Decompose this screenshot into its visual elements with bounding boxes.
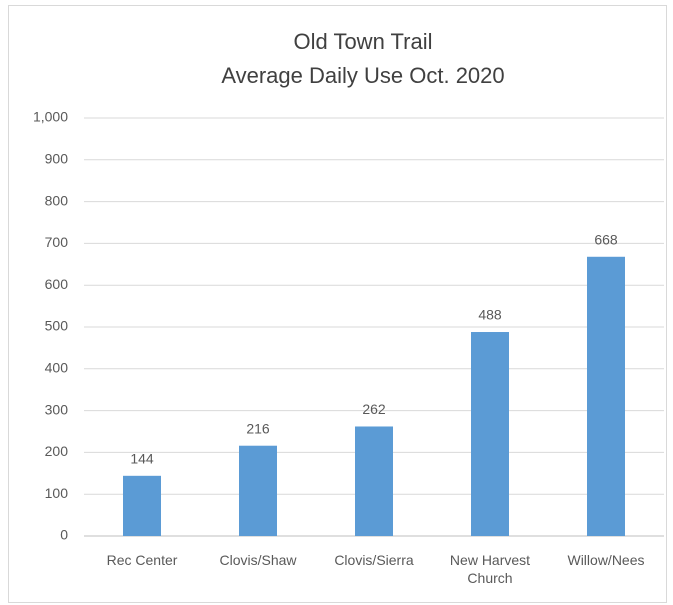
y-tick-label: 500 [45, 318, 69, 334]
x-tick-label: New Harvest Church [449, 552, 531, 586]
bar [587, 256, 625, 536]
y-tick-label: 300 [45, 401, 69, 417]
y-tick-label: 400 [45, 360, 69, 376]
y-tick-label: 100 [45, 485, 69, 501]
y-tick-label: 1,000 [33, 109, 68, 125]
y-tick-label: 900 [45, 151, 69, 167]
data-label: 262 [362, 401, 386, 417]
y-tick-label: 0 [60, 527, 68, 543]
data-label: 216 [246, 420, 270, 436]
chart-frame [8, 5, 667, 603]
data-label: 488 [478, 307, 502, 323]
x-tick-label: Willow/Nees [567, 552, 645, 568]
bar [123, 475, 161, 536]
x-tick-label: Rec Center [106, 552, 178, 568]
bar [355, 426, 393, 536]
x-tick-label: Clovis/Sierra [334, 552, 414, 568]
y-tick-label: 700 [45, 234, 69, 250]
bar [239, 445, 277, 536]
y-tick-label: 200 [45, 443, 69, 459]
chart-subtitle: Average Daily Use Oct. 2020 [221, 63, 504, 88]
data-label: 144 [130, 451, 154, 467]
chart-title: Old Town Trail [294, 29, 433, 54]
data-label: 668 [594, 231, 618, 247]
y-tick-label: 800 [45, 192, 69, 208]
x-tick-label: Clovis/Shaw [219, 552, 297, 568]
y-tick-label: 600 [45, 276, 69, 292]
bar [471, 332, 509, 536]
